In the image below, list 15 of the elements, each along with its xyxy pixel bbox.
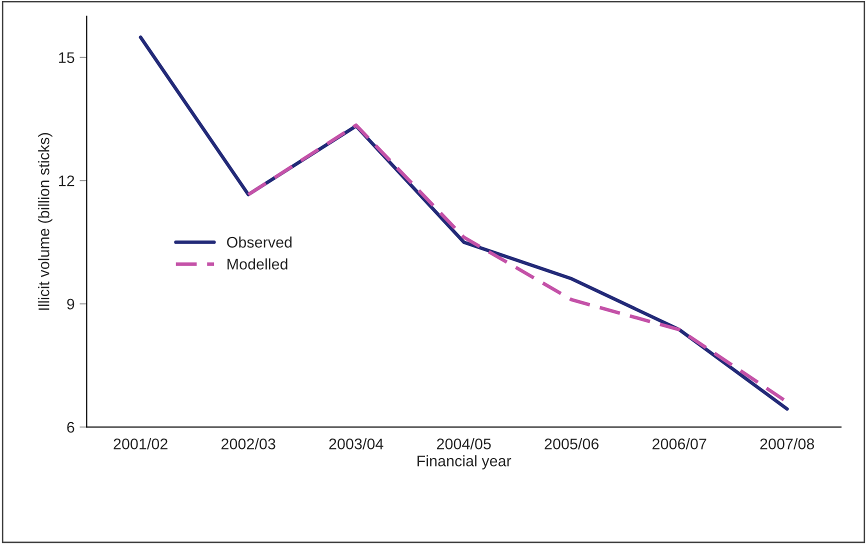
y-axis-title: Illicit volume (billion sticks) — [38, 133, 52, 310]
x-tick-label: 2005/06 — [544, 438, 599, 450]
y-tick-label: 12 — [59, 175, 74, 186]
x-tick-label: 2001/02 — [114, 438, 168, 450]
x-tick-label: 2006/07 — [652, 438, 706, 450]
y-tick-label: 6 — [67, 422, 74, 433]
x-tick-label: 2007/08 — [760, 438, 814, 450]
x-tick-label: 2004/05 — [437, 438, 491, 450]
x-axis-title: Financial year — [418, 455, 512, 470]
legend-label: Observed — [227, 236, 292, 248]
x-tick-label: 2002/03 — [221, 438, 276, 450]
x-tick-label: 2003/04 — [329, 438, 384, 450]
y-tick-label: 15 — [59, 52, 74, 64]
y-tick-label: 9 — [67, 298, 74, 310]
legend-label: Modelled — [228, 258, 288, 270]
